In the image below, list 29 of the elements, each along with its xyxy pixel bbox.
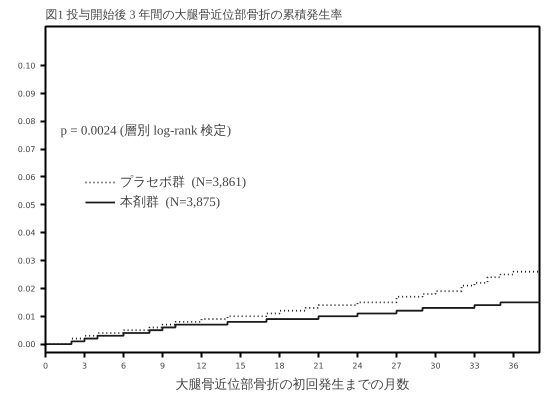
y-tick-label: 0.06 <box>18 172 36 182</box>
x-tick-label: 33 <box>469 362 480 370</box>
x-tick-label: 30 <box>430 362 441 370</box>
x-tick-label: 6 <box>120 362 126 370</box>
x-tick-label: 36 <box>508 362 519 370</box>
y-tick-label: 0.08 <box>18 117 36 126</box>
y-tick-label: 0.01 <box>18 312 36 322</box>
y-tick-label: 0.00 <box>18 340 36 350</box>
chart-title: 図1 投与開始後 3 年間の大腿骨近位部骨折の累積発生率 <box>46 8 342 22</box>
x-tick-label: 3 <box>82 362 88 370</box>
legend-label: プラセボ群 (N=3,861) <box>120 173 246 191</box>
x-tick-label: 15 <box>235 362 246 370</box>
legend-label: 本剤群 (N=3,875) <box>120 193 220 211</box>
y-tick-label: 0.03 <box>18 256 36 266</box>
y-tick-label: 0.05 <box>18 200 36 210</box>
y-tick-label: 0.07 <box>18 145 36 154</box>
x-tick-label: 21 <box>313 362 324 370</box>
x-tick-label: 18 <box>274 362 285 370</box>
y-tick-label: 0.09 <box>18 89 36 98</box>
y-tick-label: 0.02 <box>18 284 36 294</box>
x-tick-label: 0 <box>42 362 48 370</box>
x-tick-label: 27 <box>391 362 402 370</box>
x-axis-title: 大腿骨近位部骨折の初回発生までの月数 <box>176 376 410 392</box>
x-tick-label: 9 <box>160 362 166 370</box>
annotation: p = 0.0024 (層別 log-rank 検定) <box>60 122 232 138</box>
x-tick-label: 12 <box>196 362 207 370</box>
y-tick-label: 0.10 <box>18 62 36 71</box>
x-tick-label: 24 <box>352 362 363 370</box>
y-tick-label: 0.04 <box>18 228 36 238</box>
